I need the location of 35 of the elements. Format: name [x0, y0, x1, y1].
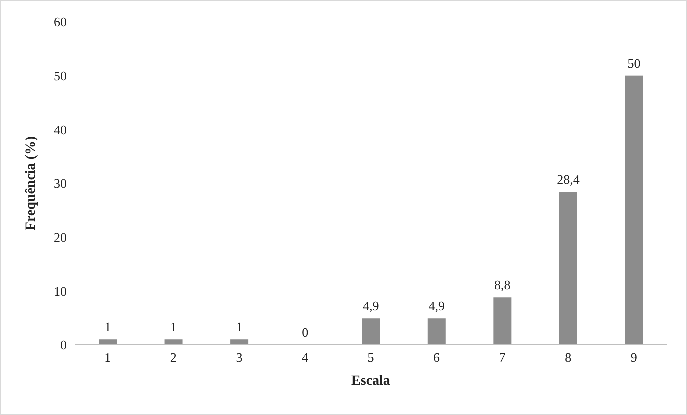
x-tick-label: 8	[565, 350, 572, 366]
bar	[164, 340, 183, 345]
bar	[362, 318, 380, 345]
y-tick-label: 50	[54, 68, 67, 84]
data-label: 4,9	[428, 298, 446, 314]
data-label: 4,9	[362, 298, 380, 314]
x-axis-title: Escala	[352, 374, 390, 389]
bar	[428, 318, 446, 345]
x-tick-label: 7	[499, 350, 506, 366]
x-tick-label: 2	[170, 350, 177, 366]
x-tick-label: 3	[236, 350, 243, 366]
y-tick-label: 10	[54, 284, 67, 299]
x-tick-label: 4	[302, 350, 309, 366]
bar	[494, 298, 512, 345]
x-tick-label: 5	[368, 350, 374, 366]
x-tick-label: 1	[104, 350, 112, 366]
y-tick-label: 0	[60, 338, 67, 353]
data-label: 1	[170, 320, 178, 335]
data-label: 1	[104, 320, 112, 335]
y-tick-label: 20	[54, 230, 67, 245]
bar	[99, 340, 117, 345]
data-label: 1	[236, 320, 243, 335]
data-label: 0	[302, 325, 309, 340]
data-label: 28,4	[557, 172, 580, 188]
y-tick-label: 40	[54, 122, 67, 138]
bar	[230, 340, 249, 345]
x-tick-label: 9	[630, 350, 638, 366]
bar	[625, 76, 644, 345]
data-label: 8,8	[494, 278, 511, 293]
y-tick-label: 60	[54, 14, 67, 30]
bar	[559, 192, 578, 345]
y-tick-label: 30	[54, 176, 67, 192]
x-tick-label: 6	[434, 350, 441, 366]
data-label: 50	[628, 56, 641, 71]
y-axis-title: Frequência (%)	[24, 136, 39, 231]
